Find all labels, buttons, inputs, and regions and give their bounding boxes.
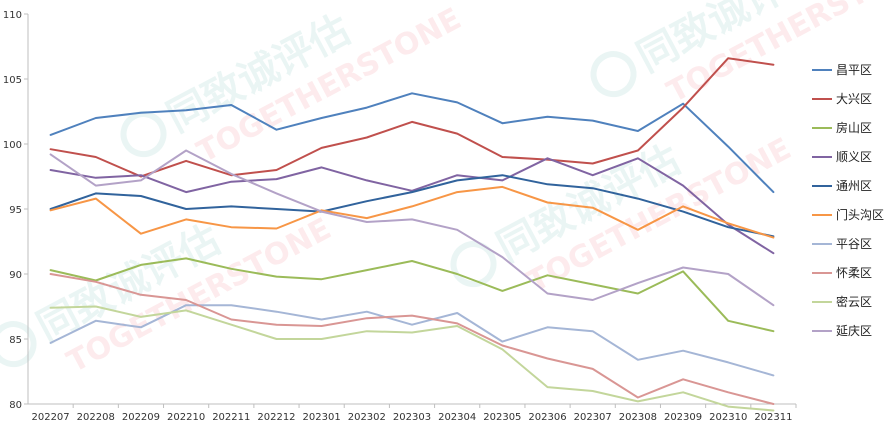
x-tick-label: 202308 bbox=[619, 412, 657, 423]
series-line-9 bbox=[49, 305, 775, 412]
x-tick-label: 202305 bbox=[483, 412, 521, 423]
y-tick-label: 110 bbox=[3, 10, 22, 21]
x-tick-label: 202212 bbox=[257, 412, 295, 423]
x-tick-label: 202207 bbox=[31, 412, 69, 423]
x-tick-label: 202307 bbox=[574, 412, 612, 423]
legend-label: 密云区 bbox=[836, 294, 872, 309]
x-tick-label: 202311 bbox=[754, 412, 792, 423]
x-tick-label: 202304 bbox=[438, 412, 476, 423]
series-line-3 bbox=[49, 257, 775, 333]
y-tick-label: 80 bbox=[9, 400, 22, 411]
y-tick-label: 95 bbox=[9, 205, 22, 216]
y-tick-label: 85 bbox=[9, 335, 22, 346]
series-line-8 bbox=[49, 273, 775, 405]
series-line-1 bbox=[49, 92, 775, 194]
legend-label: 房山区 bbox=[836, 120, 872, 135]
watermark-logo: 同致诚评估 TOGETHERSTONE bbox=[120, 1, 467, 170]
axes: 80 85 90 95 100 105 110 202207 202208 202209 20221… bbox=[3, 10, 797, 423]
series-layer bbox=[49, 57, 775, 412]
legend-label: 平谷区 bbox=[836, 237, 872, 251]
x-tick-label: 202210 bbox=[167, 412, 205, 423]
x-tick-label: 202303 bbox=[393, 412, 431, 423]
series-line-5 bbox=[49, 174, 775, 238]
series-line-2 bbox=[49, 57, 775, 178]
legend-label: 通州区 bbox=[836, 179, 872, 193]
y-tick-label: 100 bbox=[3, 140, 22, 151]
x-tick-label: 202208 bbox=[77, 412, 115, 423]
legend-label: 顺义区 bbox=[836, 150, 872, 164]
x-tick-label: 202302 bbox=[348, 412, 386, 423]
x-tick-label: 202301 bbox=[303, 412, 341, 423]
x-tick-label: 202310 bbox=[709, 412, 747, 423]
x-tick-label: 202211 bbox=[212, 412, 250, 423]
legend-label: 门头沟区 bbox=[836, 207, 884, 222]
legend-label: 怀柔区 bbox=[836, 266, 872, 280]
x-tick-label: 202309 bbox=[664, 412, 702, 423]
x-tick-label: 202306 bbox=[528, 412, 566, 423]
series-line-6 bbox=[49, 185, 775, 239]
x-tick-label: 202209 bbox=[122, 412, 160, 423]
legend-label: 延庆区 bbox=[836, 324, 872, 338]
y-tick-label: 105 bbox=[3, 75, 22, 86]
series-line-10 bbox=[49, 149, 775, 307]
series-line-4 bbox=[49, 157, 775, 255]
watermark-logo: 同致诚评估 TOGETHERSTONE bbox=[450, 131, 797, 300]
legend-label: 大兴区 bbox=[836, 92, 872, 106]
y-tick-label: 90 bbox=[9, 270, 22, 281]
legend-label: 昌平区 bbox=[836, 63, 872, 77]
